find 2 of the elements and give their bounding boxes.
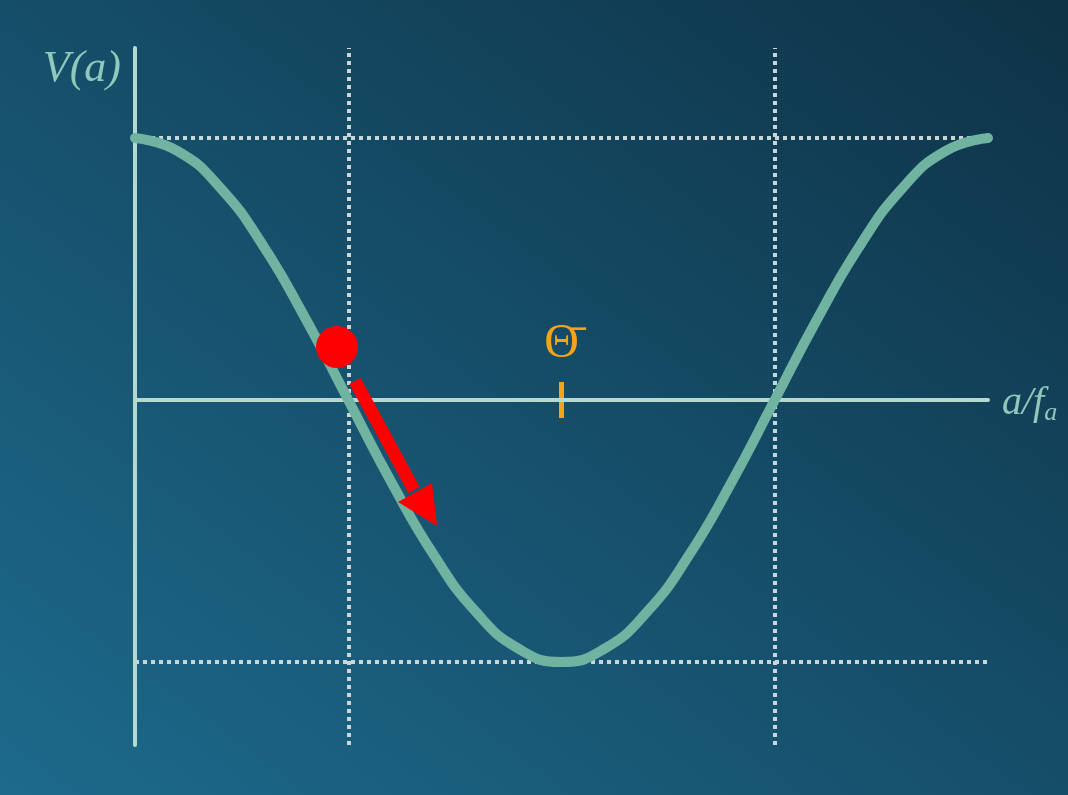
annotation: Θ̄ [544,313,587,367]
y-axis-title: V(a) [42,41,121,91]
